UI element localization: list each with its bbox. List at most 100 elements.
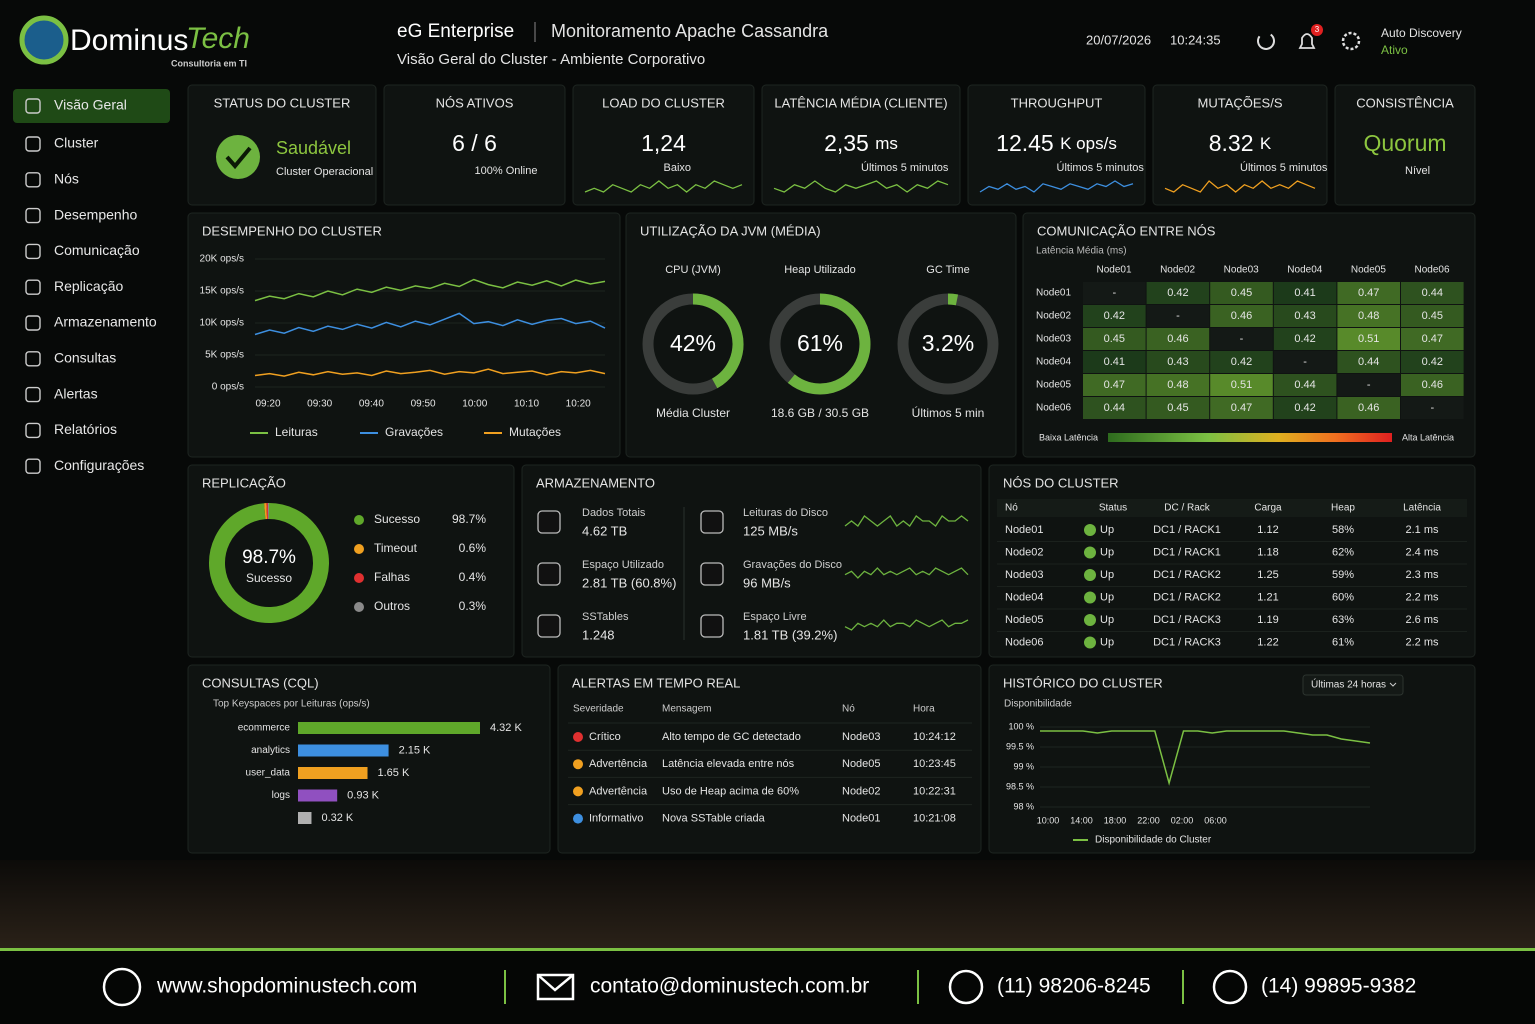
matrix-cell	[1146, 305, 1210, 327]
cell: Node01	[1005, 524, 1044, 536]
badge	[1311, 24, 1323, 36]
col-header: Hora	[913, 704, 935, 715]
badge-count: 3	[1315, 25, 1320, 34]
donut-label: Sucesso	[246, 571, 292, 585]
col-header: Status	[1099, 503, 1127, 514]
legend-label: Mutações	[509, 425, 561, 439]
y-tick-label: 15K ops/s	[200, 286, 244, 297]
severity: Informativo	[589, 813, 643, 825]
severity: Advertência	[589, 785, 648, 797]
nav-item[interactable]: Replicação	[54, 278, 123, 294]
cell: 2.6 ms	[1405, 614, 1439, 626]
refresh-icon[interactable]	[1257, 33, 1275, 50]
row-header: Node03	[1036, 334, 1071, 345]
kpi-unit: K	[1260, 134, 1272, 153]
storage-icon	[700, 510, 724, 534]
kpi-number: 1,24	[641, 130, 686, 156]
panel	[187, 664, 551, 854]
donut-segment	[209, 503, 329, 623]
nav-item[interactable]: Configurações	[54, 457, 144, 473]
kpi-sub: Últimos 5 minutos	[1240, 161, 1328, 174]
nav-item[interactable]: Nós	[54, 171, 79, 187]
sparkline	[979, 180, 1134, 193]
settings-icon[interactable]	[1341, 31, 1361, 51]
nav-item[interactable]: Relatórios	[54, 421, 117, 437]
message: Nova SSTable criada	[662, 813, 766, 825]
range-select[interactable]	[1302, 674, 1404, 696]
kpi-title: MUTAÇÕES/S	[1198, 95, 1283, 110]
matrix-cell	[1146, 351, 1210, 373]
nav-item[interactable]: Visão Geral	[54, 97, 127, 113]
time: 10:21:08	[913, 813, 956, 825]
bar-label: logs	[272, 790, 290, 801]
scale-high: Alta Latência	[1402, 432, 1454, 442]
kpi-sub: Últimos 5 minutos	[1057, 161, 1145, 174]
storage-icon	[537, 614, 561, 638]
cell-value: -	[1176, 310, 1180, 322]
footer	[0, 951, 1535, 1024]
nav-item[interactable]: Consultas	[54, 350, 116, 366]
matrix-cell	[1210, 282, 1273, 304]
kpi-value: 6 / 6	[452, 130, 497, 156]
cell: Up	[1100, 569, 1114, 581]
nav-item[interactable]: Comunicação	[54, 242, 140, 258]
nav-item[interactable]: Alertas	[54, 385, 98, 401]
cell: Up	[1100, 524, 1114, 536]
cell-value: 0.41	[1104, 356, 1125, 368]
matrix-cell	[1210, 328, 1273, 350]
col-header: Node06	[1414, 265, 1449, 276]
gauge-label: Heap Utilizado	[784, 264, 856, 276]
range-label[interactable]: Últimas 24 horas	[1311, 678, 1386, 691]
storage-label: Gravações do Disco	[743, 559, 842, 571]
panel	[988, 464, 1476, 658]
storage-icon	[700, 614, 724, 638]
matrix-cell	[1273, 374, 1337, 396]
cell-value: 0.43	[1294, 310, 1315, 322]
cell: 61%	[1332, 636, 1354, 648]
series-line	[1040, 730, 1371, 786]
bar	[298, 767, 368, 779]
kpi-number: 8.32	[1209, 130, 1254, 156]
node: Node03	[842, 731, 881, 743]
panel-subtitle: Disponibilidade	[1004, 699, 1072, 710]
phone-icon	[1212, 969, 1248, 1005]
storage-value: 96 MB/s	[743, 575, 791, 590]
status-dot	[1084, 614, 1096, 626]
tagline: Consultoria em TI	[171, 58, 247, 68]
cell-value: 0.42	[1231, 356, 1252, 368]
y-tick-label: 10K ops/s	[200, 318, 244, 329]
legend-dot	[354, 544, 364, 554]
kpi-value: 8.32 K	[1209, 130, 1272, 156]
matrix-cell	[1337, 351, 1400, 373]
x-tick-label: 22:00	[1137, 815, 1160, 825]
nav-item[interactable]: Cluster	[54, 135, 99, 151]
x-tick-label: 10:10	[514, 399, 539, 410]
bell-icon[interactable]	[1298, 33, 1316, 49]
col-header: Carga	[1254, 503, 1282, 514]
cell-value: 0.42	[1422, 356, 1443, 368]
panel	[967, 84, 1146, 206]
cell: 1.19	[1257, 614, 1278, 626]
matrix-cell	[1401, 351, 1464, 373]
cell-value: 0.47	[1231, 402, 1252, 414]
y-tick-label: 99 %	[1013, 761, 1034, 771]
kpi-value: 1,24	[641, 130, 686, 156]
panel-subtitle: Top Keyspaces por Leituras (ops/s)	[213, 699, 370, 710]
kpi-unit: ms	[875, 134, 898, 153]
x-tick-label: 09:20	[255, 399, 280, 410]
cell-value: 0.42	[1167, 287, 1188, 299]
sparkline	[844, 567, 969, 579]
panel-title: HISTÓRICO DO CLUSTER	[1003, 675, 1163, 690]
panel-title: CONSULTAS (CQL)	[202, 675, 319, 690]
matrix-cell	[1401, 282, 1464, 304]
nav-active	[13, 89, 170, 123]
y-tick-label: 98.5 %	[1006, 781, 1034, 791]
cell-value: 0.45	[1104, 333, 1125, 345]
nav-item[interactable]: Armazenamento	[54, 314, 157, 330]
panel	[1334, 84, 1476, 206]
legend-label: Falhas	[374, 570, 410, 584]
matrix-cell	[1337, 328, 1400, 350]
matrix-cell	[1273, 305, 1337, 327]
nav-item[interactable]: Desempenho	[54, 206, 137, 222]
